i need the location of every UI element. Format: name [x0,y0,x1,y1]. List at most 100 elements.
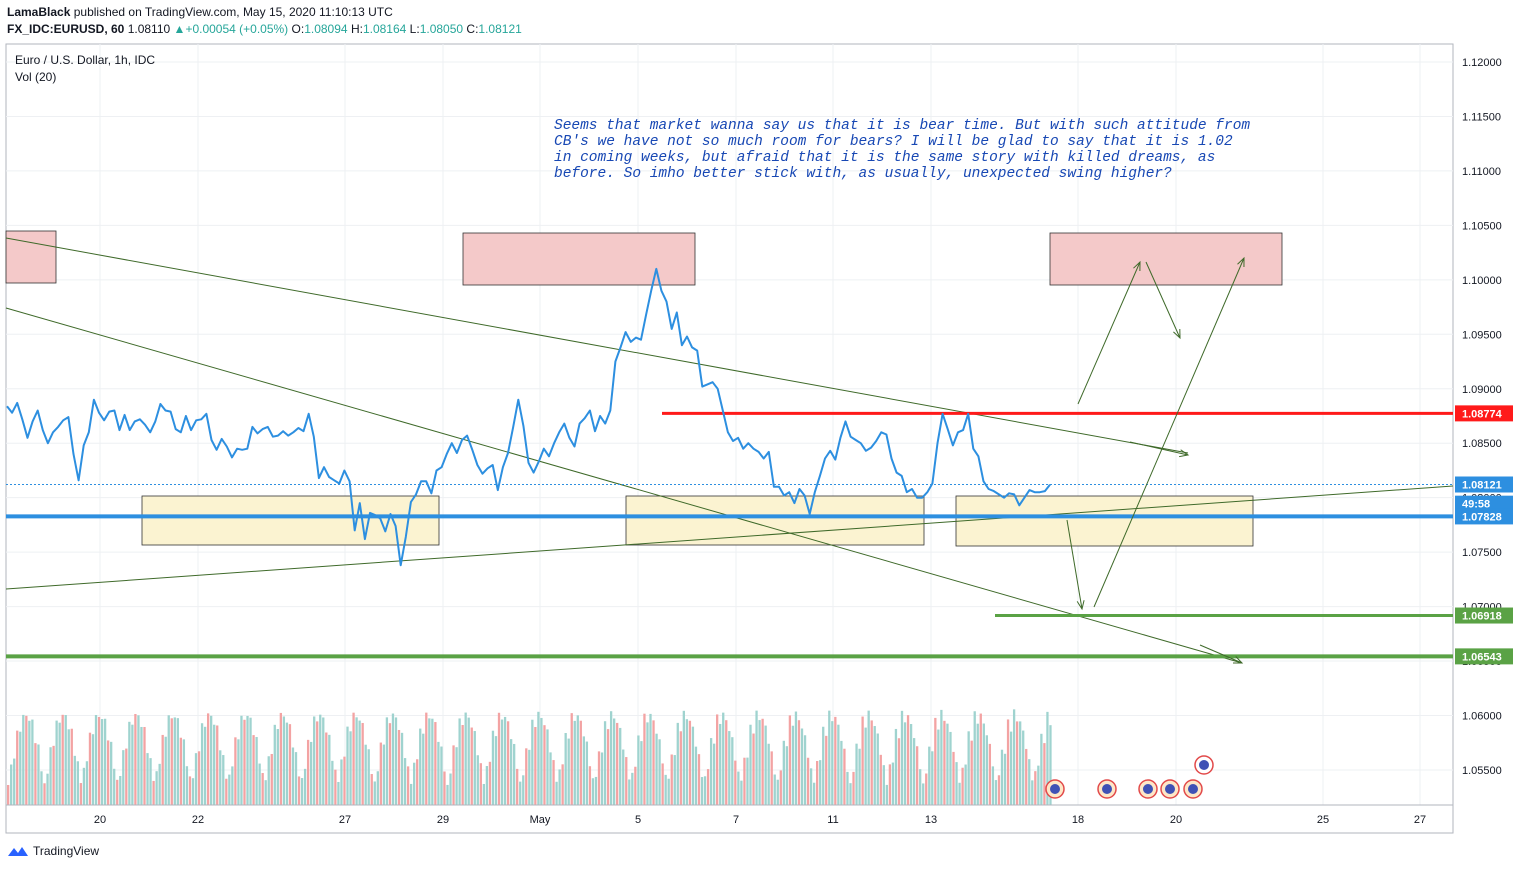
volume-bar [200,723,204,805]
volume-bar [973,711,976,805]
trend-line[interactable] [5,237,1189,454]
volume-bar [640,741,643,805]
volume-bar [737,771,740,805]
volume-bar [500,719,504,805]
volume-bar [103,718,107,805]
volume-bar [712,743,716,805]
volume-bar [134,714,137,805]
volume-bar [231,766,234,805]
volume-bar [661,763,664,805]
volume-bar [897,738,901,805]
symbol-label: FX_IDC:EURUSD, 60 [7,22,125,36]
flag-icon [1102,784,1112,794]
close-label: C: [466,22,479,36]
volume-bar [261,773,264,805]
support-zone[interactable] [141,495,440,546]
support-zone[interactable] [955,495,1254,547]
volume-bar [876,733,879,805]
volume-bar [755,710,758,805]
volume-bar [819,760,822,805]
author-name[interactable]: LamaBlack [7,5,71,19]
volume-bar [225,778,228,805]
volume-bar [1043,743,1046,805]
volume-bar [258,763,261,805]
price-label-badge [1455,607,1513,624]
volume-bar [197,751,201,805]
volume-bar [788,715,792,805]
volume-bar [894,728,898,805]
high-label: H: [350,22,363,36]
volume-bar [685,719,689,805]
volume-bar [428,718,431,805]
volume-bar [237,739,240,805]
volume-bar [285,722,289,805]
volume-bar [516,768,519,805]
price-series-line[interactable] [6,267,1051,567]
volume-bar [655,733,658,805]
volume-bar [812,782,816,805]
y-tick-label: 1.06000 [1462,711,1502,723]
volume-bar [888,764,892,805]
projection-arrow[interactable] [1199,644,1243,664]
price-label-badge [1455,508,1513,525]
volume-bar [55,720,58,805]
volume-bar [431,718,434,805]
support-zone[interactable] [625,495,925,546]
volume-bar [600,752,604,805]
resistance-zone[interactable] [5,230,57,284]
projection-arrow[interactable] [1077,261,1141,405]
annotation-text[interactable]: Seems that market wanna say us that it i… [554,118,1251,182]
volume-bar [10,764,13,805]
projection-arrow[interactable] [1129,441,1189,456]
volume-bar [634,766,637,805]
volume-bar [173,717,176,805]
volume-bar [831,721,834,805]
volume-bar [113,768,116,805]
trend-line[interactable] [5,307,1243,664]
volume-bar [1025,748,1028,805]
volume-bar [13,758,16,805]
tradingview-logo[interactable]: TradingView [7,844,99,858]
volume-bar [716,714,719,805]
volume-bar [643,713,646,805]
volume-bar [276,729,279,805]
volume-bar [49,747,52,805]
volume-bar [131,724,134,805]
volume-bar [949,731,952,805]
resistance-zone[interactable] [462,232,696,286]
volume-bar [455,747,458,805]
volume-bar [179,737,183,805]
volume-bar [76,761,79,805]
resistance-zone[interactable] [1049,232,1283,286]
volume-bar [628,779,631,805]
volume-bar [1006,719,1010,805]
volume-bar [176,718,179,805]
volume-bar [319,714,322,805]
projection-arrow[interactable] [1093,257,1245,608]
volume-bar [443,771,446,805]
volume-bar [58,722,61,805]
volume-bar [170,718,173,805]
volume-bar [1034,771,1037,805]
ohlc-header: FX_IDC:EURUSD, 60 1.08110 ▲+0.00054 (+0.… [7,22,522,36]
volume-bar [194,753,198,805]
volume-bar [922,783,925,805]
volume-bar [509,739,513,805]
volume-bar [746,757,749,805]
projection-arrow[interactable] [1066,519,1083,610]
volume-bar [694,746,698,805]
volume-bar [606,729,610,805]
projection-arrow[interactable] [1145,261,1181,339]
trend-line[interactable] [5,485,1454,590]
volume-bar [743,757,746,805]
volume-bar [676,722,679,805]
volume-bar [100,719,104,805]
volume-bar [616,722,619,805]
volume-bar [637,735,640,805]
volume-bar [264,780,267,805]
volume-bar [776,779,779,805]
price-label-badge [1455,476,1513,493]
volume-bar [300,778,304,805]
arrow-head-icon [1173,328,1181,340]
